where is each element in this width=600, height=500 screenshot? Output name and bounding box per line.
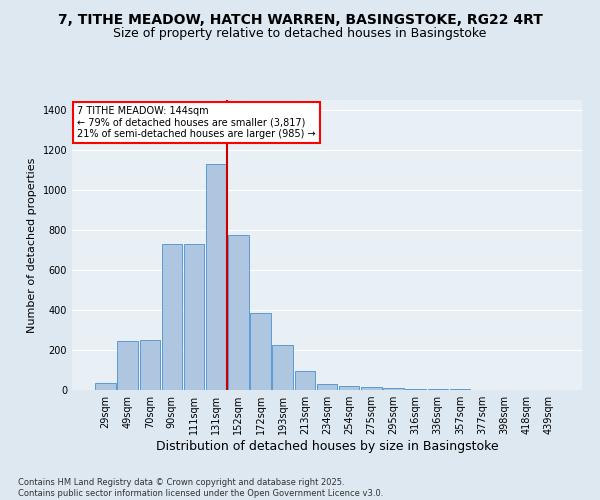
Bar	[339, 386, 359, 390]
Bar	[383, 388, 404, 390]
Bar	[361, 387, 382, 390]
Bar	[272, 345, 293, 390]
X-axis label: Distribution of detached houses by size in Basingstoke: Distribution of detached houses by size …	[155, 440, 499, 453]
Bar	[250, 313, 271, 390]
Bar	[95, 383, 116, 390]
Text: 7 TITHE MEADOW: 144sqm
← 79% of detached houses are smaller (3,817)
21% of semi-: 7 TITHE MEADOW: 144sqm ← 79% of detached…	[77, 106, 316, 139]
Bar	[118, 341, 138, 390]
Bar	[140, 340, 160, 390]
Text: Size of property relative to detached houses in Basingstoke: Size of property relative to detached ho…	[113, 28, 487, 40]
Bar	[184, 244, 204, 390]
Bar	[206, 164, 226, 390]
Bar	[228, 235, 248, 390]
Text: 7, TITHE MEADOW, HATCH WARREN, BASINGSTOKE, RG22 4RT: 7, TITHE MEADOW, HATCH WARREN, BASINGSTO…	[58, 12, 542, 26]
Y-axis label: Number of detached properties: Number of detached properties	[27, 158, 37, 332]
Bar	[406, 389, 426, 390]
Bar	[295, 371, 315, 390]
Bar	[317, 384, 337, 390]
Bar	[161, 244, 182, 390]
Text: Contains HM Land Registry data © Crown copyright and database right 2025.
Contai: Contains HM Land Registry data © Crown c…	[18, 478, 383, 498]
